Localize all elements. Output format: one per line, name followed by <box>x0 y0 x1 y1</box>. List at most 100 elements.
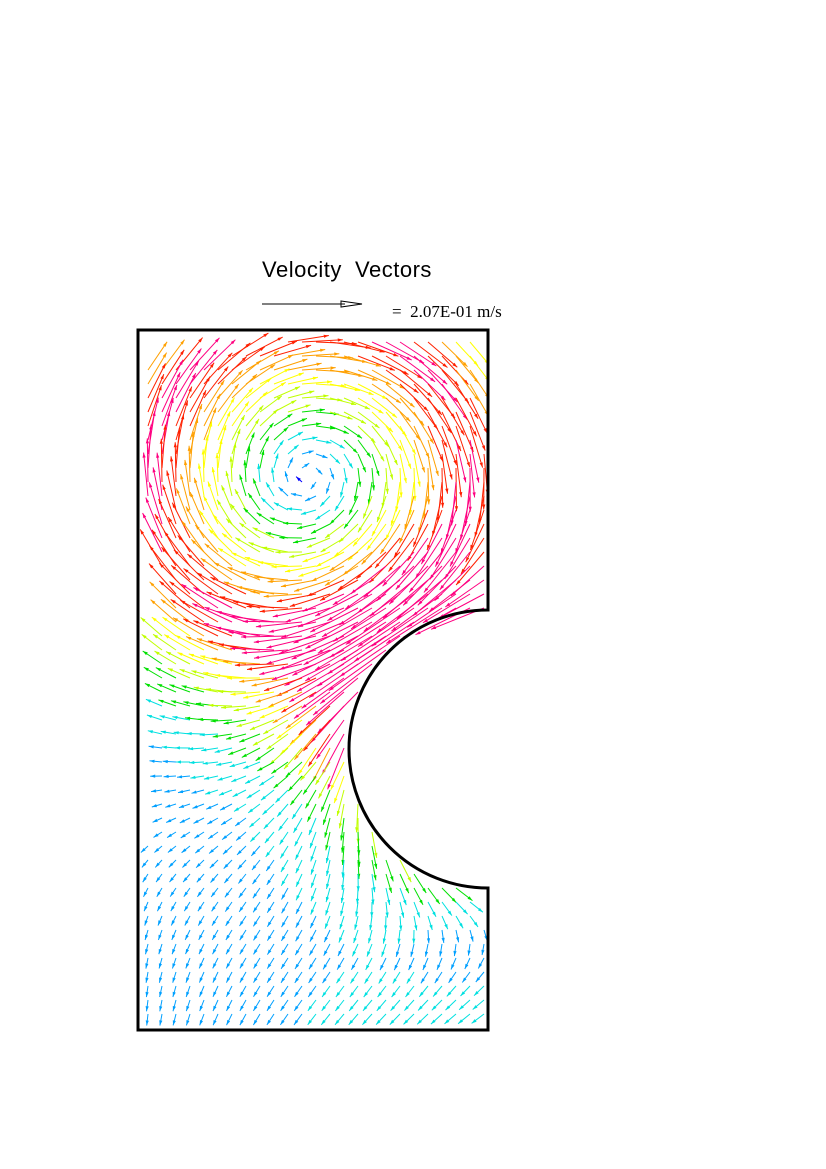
velocity-vector <box>388 565 429 605</box>
velocity-vector-head <box>283 427 289 432</box>
velocity-vector-head <box>226 736 232 740</box>
velocity-vector-head <box>392 413 397 418</box>
velocity-vector-head <box>232 793 238 797</box>
velocity-vector <box>151 616 177 637</box>
velocity-vector-head <box>390 876 394 882</box>
velocity-vector-head <box>285 618 291 622</box>
velocity-vector-head <box>266 645 272 649</box>
velocity-vector-head <box>330 784 335 790</box>
velocity-vector <box>469 453 476 498</box>
velocity-vector-head <box>290 739 295 745</box>
velocity-vector-head <box>463 909 468 915</box>
velocity-vector-head <box>320 348 326 352</box>
velocity-vector-head <box>406 356 412 360</box>
velocity-vector-head <box>481 445 486 451</box>
velocity-vector-head <box>478 907 483 913</box>
velocity-vector-head <box>380 456 385 462</box>
velocity-vector-head <box>323 964 327 970</box>
velocity-vector <box>413 439 426 473</box>
velocity-vector-head <box>191 431 195 437</box>
velocity-vector-head <box>146 715 153 719</box>
velocity-vector-head <box>320 596 326 601</box>
velocity-vector <box>193 620 233 637</box>
velocity-vector <box>239 677 275 683</box>
velocity-vector-head <box>320 548 326 553</box>
reference-vector-arrow <box>262 300 363 308</box>
velocity-vector-head <box>155 667 161 672</box>
velocity-vector <box>298 565 331 577</box>
velocity-vector-head <box>197 572 203 577</box>
velocity-vector-head <box>323 819 327 825</box>
velocity-vector-head <box>297 431 303 436</box>
velocity-vector <box>319 663 373 704</box>
velocity-vector-head <box>382 938 386 944</box>
velocity-vector-head <box>309 693 315 698</box>
velocity-vector <box>214 674 247 679</box>
velocity-vector-head <box>417 481 421 487</box>
velocity-vector-head <box>163 341 168 347</box>
velocity-vector-head <box>172 948 176 955</box>
velocity-vector-head <box>262 391 268 397</box>
velocity-vector-head <box>191 790 197 794</box>
velocity-vector-head <box>252 893 258 899</box>
velocity-vector-head <box>355 898 360 904</box>
velocity-vector-head <box>218 690 224 694</box>
velocity-vector <box>203 366 229 399</box>
velocity-vector-head <box>305 644 311 649</box>
velocity-vector-head <box>305 677 311 681</box>
velocity-vector-head <box>176 760 181 764</box>
velocity-vector <box>231 332 269 357</box>
velocity-vector <box>399 411 421 441</box>
velocity-vector-head <box>294 714 299 719</box>
velocity-vector-head <box>179 359 184 365</box>
velocity-vector-head <box>403 1019 409 1025</box>
velocity-vector <box>162 616 191 637</box>
velocity-vector-head <box>240 571 247 575</box>
velocity-vector <box>263 677 303 692</box>
velocity-vector-head <box>300 511 307 515</box>
velocity-vector-head <box>241 635 247 639</box>
velocity-vector <box>187 553 219 581</box>
velocity-vector-head <box>191 539 196 545</box>
velocity-vector-head <box>171 565 177 570</box>
velocity-vector-head <box>167 833 173 838</box>
velocity-vector-head <box>195 417 199 424</box>
velocity-vector-head <box>253 478 257 484</box>
velocity-vector-head <box>266 660 272 664</box>
velocity-vector-head <box>159 438 163 444</box>
velocity-vector-head <box>302 558 308 562</box>
velocity-vector <box>183 568 219 595</box>
velocity-vector <box>449 523 471 567</box>
velocity-vector-head <box>145 438 149 444</box>
velocity-vector <box>422 593 471 624</box>
velocity-vector <box>357 607 415 648</box>
velocity-vector-head <box>354 924 358 930</box>
velocity-vector-head <box>419 991 424 997</box>
velocity-vector <box>293 579 331 592</box>
velocity-vector-head <box>337 964 342 970</box>
velocity-vector-head <box>168 862 174 868</box>
velocity-vector-head <box>391 626 397 632</box>
velocity-vector-head <box>277 811 282 817</box>
velocity-vector-head <box>401 912 405 918</box>
velocity-vector-head <box>462 977 467 983</box>
velocity-vector <box>175 428 180 469</box>
velocity-vector-head <box>199 948 203 955</box>
velocity-vector-head <box>289 698 295 702</box>
velocity-vector-head <box>225 920 230 926</box>
velocity-vector-head <box>238 878 243 884</box>
velocity-vector <box>147 341 168 371</box>
velocity-vector <box>399 369 433 398</box>
velocity-vector-head <box>371 899 375 905</box>
velocity-vector-head <box>285 724 291 729</box>
velocity-vector-head <box>161 745 167 749</box>
velocity-vector <box>250 591 289 595</box>
velocity-vector-head <box>365 964 370 970</box>
velocity-vector <box>161 349 185 385</box>
velocity-vector-head <box>144 906 148 912</box>
velocity-vector-head <box>251 683 257 687</box>
velocity-vector <box>287 335 329 343</box>
velocity-vector <box>371 369 406 390</box>
velocity-vector <box>285 607 331 623</box>
velocity-vector-head <box>308 450 314 454</box>
